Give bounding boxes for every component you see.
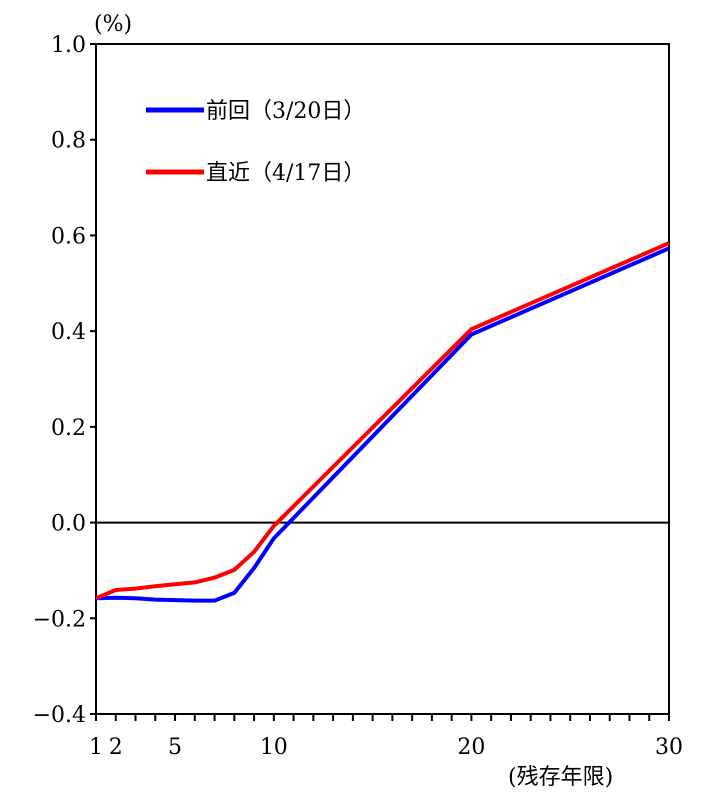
plot-area: 1.0 0.8 0.6 0.4 0.2 0.0 −0.2 −0.41 2 5 10 20 30 前回（3/… (33, 33, 683, 760)
legend-label-1: 直近（4/17日） (206, 161, 365, 186)
y-tick-label: 1.0 (51, 33, 86, 58)
x-tick-label: 10 (260, 735, 288, 760)
y-tick-label: −0.2 (33, 607, 86, 632)
y-tick-label: 0.0 (51, 512, 86, 537)
y-unit-label: (%) (94, 12, 132, 37)
legend-label-0: 前回（3/20日） (206, 99, 365, 124)
x-unit-label: (残存年限) (508, 765, 613, 790)
x-tick-label: 30 (655, 735, 683, 760)
series-line-0 (95, 246, 670, 603)
x-tick-label: 2 (109, 735, 123, 760)
x-tick-label: 1 (89, 735, 103, 760)
y-tick-label: 0.2 (51, 416, 86, 441)
series-line-1 (95, 241, 670, 601)
y-tick-label: −0.4 (33, 703, 86, 728)
y-tick-label: 0.8 (51, 129, 86, 154)
x-tick-label: 20 (457, 735, 485, 760)
y-tick-label: 0.4 (51, 320, 86, 345)
x-tick-label: 5 (168, 735, 182, 760)
y-tick-label: 0.6 (51, 224, 86, 249)
plot-frame (95, 43, 670, 715)
